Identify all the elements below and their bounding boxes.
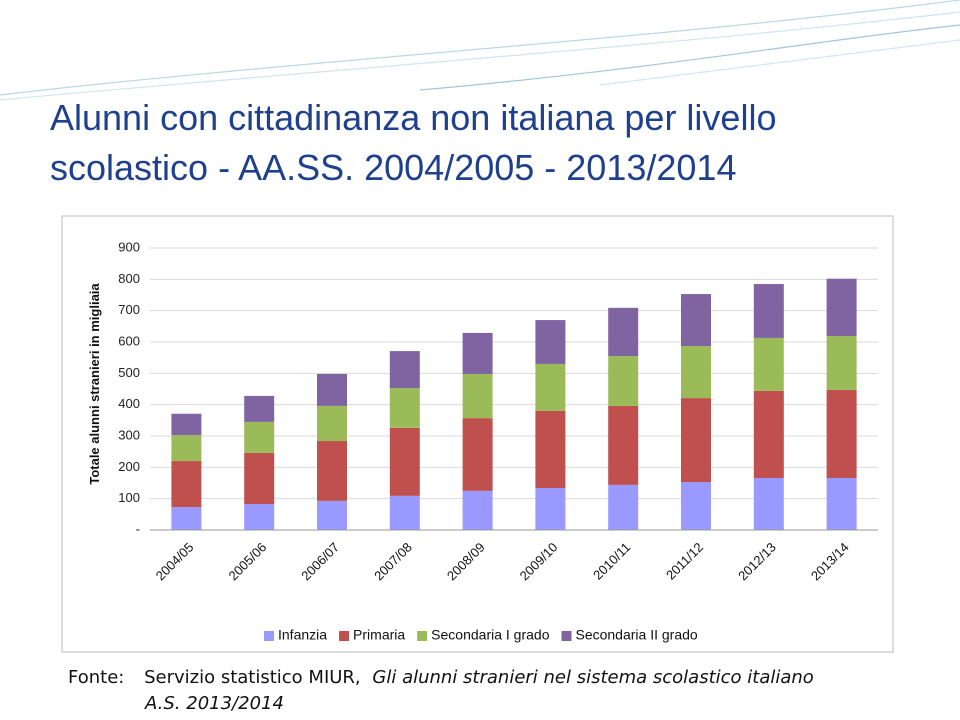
- bar-segment: [389, 351, 420, 389]
- bar-segment: [171, 413, 202, 436]
- legend-label: Secondaria II grado: [575, 627, 697, 643]
- y-tick-label: 400: [118, 396, 140, 411]
- bar-segment: [608, 405, 639, 485]
- legend-label: Secondaria I grado: [431, 627, 550, 643]
- bar-segment: [244, 503, 275, 530]
- y-tick-label: 200: [118, 459, 140, 474]
- legend-swatch: [417, 631, 428, 641]
- source-year: A.S. 2013/2014: [144, 693, 284, 714]
- y-tick-label: 100: [118, 490, 140, 505]
- legend-swatch: [264, 631, 274, 641]
- y-tick-label: 500: [118, 365, 140, 380]
- bar-segment: [317, 373, 347, 406]
- bar-segment: [826, 389, 857, 478]
- bar-segment: [462, 490, 493, 530]
- bar-segment: [608, 356, 639, 406]
- bar-segment: [826, 336, 857, 390]
- bar-segment: [535, 410, 566, 489]
- y-tick-label: 900: [118, 239, 140, 254]
- bar-segment: [462, 373, 493, 419]
- bar-segment: [462, 332, 493, 374]
- bar-segment: [171, 461, 202, 508]
- bar-segment: [317, 405, 347, 442]
- y-tick-label: 600: [118, 333, 140, 348]
- bar-segment: [681, 346, 711, 399]
- decoration: [0, 0, 960, 101]
- bar-segment: [826, 477, 857, 530]
- bar-segment: [244, 395, 275, 422]
- legend-swatch: [561, 631, 572, 641]
- bar-segment: [317, 500, 347, 530]
- y-tick-label: -: [136, 521, 140, 536]
- y-tick-label: 800: [118, 271, 140, 286]
- legend-label: Infanzia: [278, 627, 327, 643]
- bar-segment: [681, 398, 711, 483]
- bar-segment: [389, 388, 420, 428]
- source-label: Fonte:: [68, 667, 124, 688]
- bar-segment: [753, 337, 784, 391]
- bar-segment: [389, 427, 420, 496]
- bar-segment: [753, 284, 784, 338]
- bar-segment: [535, 488, 566, 530]
- bar-segment: [244, 421, 275, 453]
- bar-segment: [753, 390, 784, 478]
- bar-segment: [389, 495, 420, 530]
- title-line: Alunni con cittadinanza non italiana per…: [50, 97, 776, 138]
- bar-segment: [681, 482, 711, 530]
- bar-segment: [826, 278, 857, 337]
- bar-segment: [681, 294, 711, 347]
- bar-segment: [608, 484, 639, 530]
- bar-segment: [535, 320, 566, 364]
- bar-segment: [244, 452, 275, 504]
- bar-segment: [462, 418, 493, 491]
- bar-segment: [535, 363, 566, 411]
- bar-segment: [608, 307, 639, 357]
- y-axis-label: Totale alunni stranieri in migliaia: [87, 283, 102, 485]
- y-tick-label: 300: [118, 427, 140, 442]
- bar-segment: [317, 441, 347, 501]
- legend-swatch: [339, 631, 350, 641]
- legend-label: Primaria: [353, 627, 405, 643]
- bar-segment: [171, 507, 202, 530]
- bar-segment: [753, 477, 784, 530]
- bar-segment: [171, 435, 202, 462]
- source-text: Servizio statistico MIUR,: [144, 667, 361, 688]
- source: Fonte: Servizio statistico MIUR, Gli alu…: [68, 667, 814, 688]
- y-tick-label: 700: [118, 302, 140, 317]
- source-publication: Gli alunni stranieri nel sistema scolast…: [372, 667, 813, 688]
- title-line: scolastico - AA.SS. 2004/2005 - 2013/201…: [50, 147, 736, 188]
